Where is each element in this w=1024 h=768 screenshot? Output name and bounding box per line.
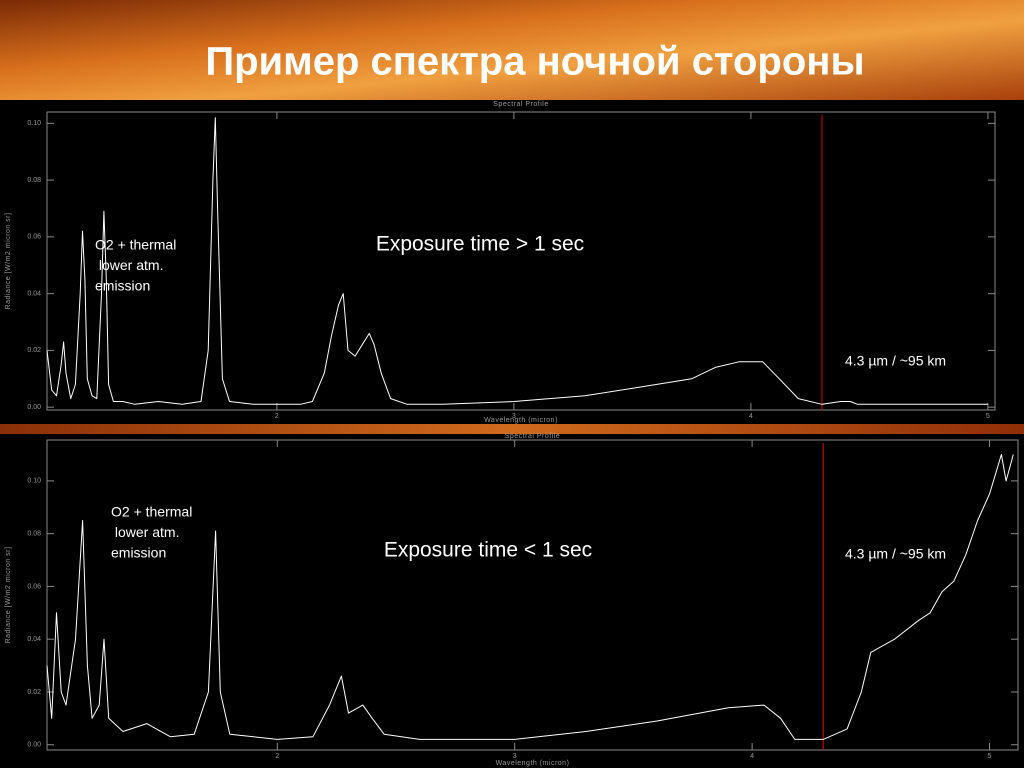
marker-label: 4.3 µm / ~95 km — [845, 353, 946, 369]
band-label: emission — [95, 278, 150, 294]
y-tick-label: 0.04 — [27, 290, 41, 297]
divider — [0, 424, 1024, 434]
y-tick-label: 0.04 — [27, 636, 41, 643]
y-tick-label: 0.02 — [27, 689, 41, 696]
y-tick-label: 0.10 — [27, 120, 41, 127]
x-tick-label: 5 — [988, 753, 992, 760]
band-label: emission — [111, 545, 166, 561]
y-tick-label: 0.08 — [27, 531, 41, 538]
x-tick-label: 3 — [513, 753, 517, 760]
chart-title: Spectral Profile — [493, 101, 548, 108]
x-tick-label: 2 — [275, 753, 279, 760]
x-tick-label: 3 — [512, 413, 516, 420]
y-axis-label: Radiance [W/m2 micron sr] — [5, 213, 12, 310]
spectrum-line — [46, 454, 1014, 740]
exposure-label: Exposure time > 1 sec — [376, 233, 584, 256]
marker-label: 4.3 µm / ~95 km — [845, 546, 946, 562]
band-label: lower atm. — [95, 257, 163, 273]
x-tick-label: 4 — [749, 413, 753, 420]
band-label: O2 + thermal — [111, 504, 192, 520]
band-label: lower atm. — [111, 524, 179, 540]
x-axis-label: Wavelength (micron) — [496, 760, 570, 767]
y-tick-label: 0.08 — [27, 177, 41, 184]
charts: Spectral Profile Wavelength (micron) Radia… — [5, 101, 1019, 767]
chart-title: Spectral Profile — [505, 433, 560, 440]
y-tick-label: 0.06 — [27, 583, 41, 590]
y-tick-label: 0.00 — [27, 404, 41, 411]
spectrum-line — [46, 117, 988, 405]
exposure-label: Exposure time < 1 sec — [384, 539, 592, 562]
plot-frame — [46, 111, 996, 411]
y-tick-label: 0.02 — [27, 347, 41, 354]
y-axis-label: Radiance [W/m2 micron sr] — [5, 547, 12, 644]
x-axis-label: Wavelength (micron) — [484, 417, 558, 424]
x-tick-label: 2 — [275, 413, 279, 420]
y-tick-label: 0.00 — [27, 742, 41, 749]
x-tick-label: 4 — [750, 753, 754, 760]
slide-title: Пример спектра ночной стороны — [205, 40, 864, 84]
band-label: O2 + thermal — [95, 237, 176, 253]
plot-frame — [46, 439, 1019, 751]
x-tick-label: 5 — [986, 413, 990, 420]
y-tick-label: 0.10 — [27, 478, 41, 485]
y-tick-label: 0.06 — [27, 234, 41, 241]
banner — [0, 0, 1024, 100]
